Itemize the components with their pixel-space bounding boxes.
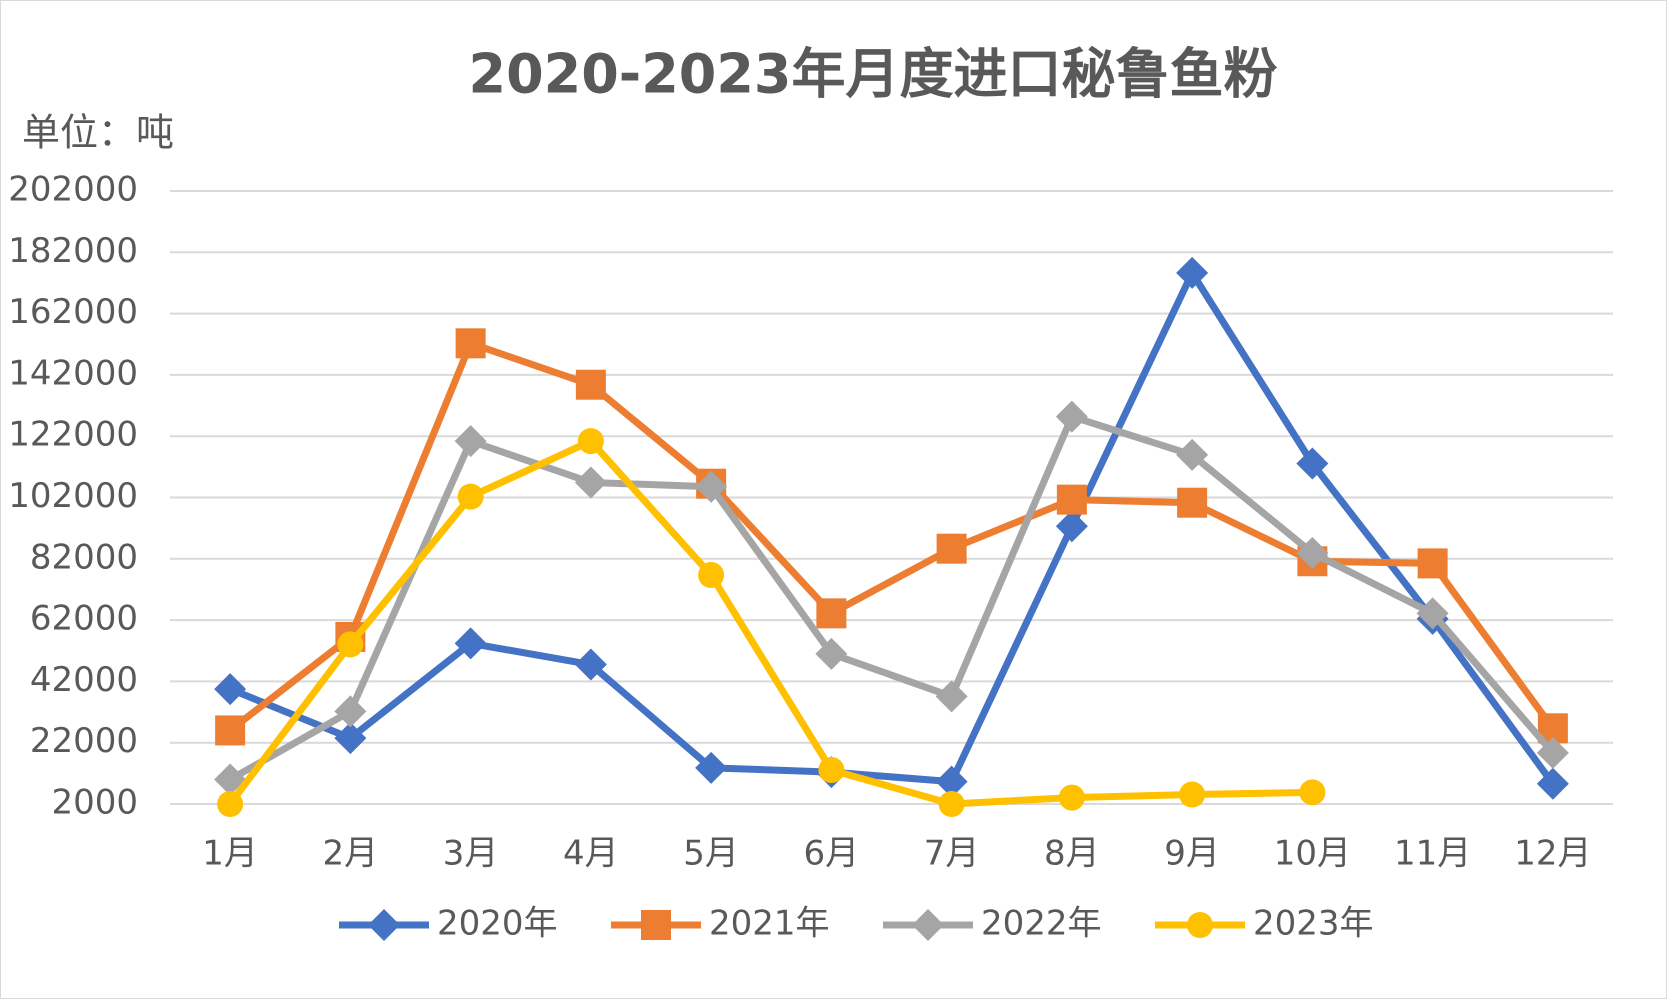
data-point (695, 470, 728, 503)
series-line (227, 437, 1313, 808)
data-point (214, 673, 247, 706)
data-point (214, 763, 247, 796)
data-point (1296, 536, 1329, 569)
legend-marker (1187, 912, 1213, 938)
series-line (228, 269, 1556, 786)
x-tick-label: 10月 (1274, 834, 1351, 874)
y-tick-label: 142000 (8, 353, 138, 393)
x-tick-label: 4月 (563, 834, 619, 874)
data-point (454, 425, 487, 458)
data-point (938, 791, 965, 817)
legend-label: 2021年 (709, 904, 830, 944)
x-tick-label: 1月 (202, 834, 258, 874)
data-point (1536, 767, 1569, 800)
legend-marker (912, 909, 944, 941)
y-tick-label: 182000 (8, 231, 138, 271)
data-point (1058, 784, 1085, 811)
y-tick-label: 122000 (8, 415, 138, 455)
data-point (935, 765, 968, 798)
x-tick-label: 6月 (804, 834, 860, 874)
x-tick-label: 8月 (1044, 834, 1100, 874)
y-tick-label: 62000 (30, 599, 138, 639)
y-tick-label: 162000 (8, 292, 138, 332)
y-tick-label: 82000 (30, 537, 138, 577)
data-point (337, 631, 364, 658)
x-tick-label: 5月 (683, 834, 739, 874)
y-tick-label: 2000 (51, 783, 138, 823)
data-point (1296, 447, 1329, 480)
data-point (1055, 510, 1088, 543)
x-tick-label: 2月 (323, 834, 379, 874)
data-point (454, 627, 487, 660)
legend-label: 2022年 (981, 904, 1102, 944)
data-point (1056, 484, 1087, 515)
data-point (1176, 256, 1209, 289)
x-tick-label: 11月 (1394, 834, 1471, 874)
y-tick-label: 202000 (8, 170, 138, 210)
data-point (455, 328, 486, 359)
y-axis-label: 单位：吨 (22, 111, 174, 155)
data-point (574, 648, 607, 681)
x-tick-label: 9月 (1164, 834, 1220, 874)
data-point (1417, 548, 1448, 579)
data-point (334, 695, 367, 728)
legend-label: 2020年 (437, 904, 558, 944)
x-tick-label: 7月 (924, 834, 980, 874)
y-tick-label: 42000 (30, 660, 138, 700)
data-point (815, 637, 848, 670)
y-tick-label: 102000 (8, 476, 138, 516)
legend-label: 2023年 (1253, 904, 1374, 944)
data-point (457, 483, 484, 510)
data-point (1299, 779, 1326, 806)
data-point (816, 598, 847, 629)
data-point (215, 715, 246, 746)
legend-marker (641, 910, 671, 940)
data-point (1179, 781, 1206, 808)
data-point (935, 680, 968, 713)
x-tick-label: 12月 (1514, 834, 1591, 874)
series-line (228, 413, 1556, 783)
data-point (1416, 597, 1449, 630)
data-point (698, 562, 725, 589)
data-point (1536, 736, 1569, 769)
legend-marker (368, 909, 400, 941)
data-point (334, 722, 367, 755)
y-tick-label: 22000 (30, 721, 138, 761)
data-point (1176, 438, 1209, 471)
data-point (695, 751, 728, 784)
data-point (577, 428, 604, 455)
data-point (936, 533, 967, 564)
x-tick-label: 3月 (443, 834, 499, 874)
data-point (1177, 487, 1208, 518)
data-point (575, 369, 606, 400)
data-point (818, 756, 845, 783)
chart-title: 2020-2023年月度进口秘鲁鱼粉 (469, 43, 1278, 106)
data-point (217, 791, 244, 817)
data-point (574, 466, 607, 499)
data-point (1055, 400, 1088, 433)
